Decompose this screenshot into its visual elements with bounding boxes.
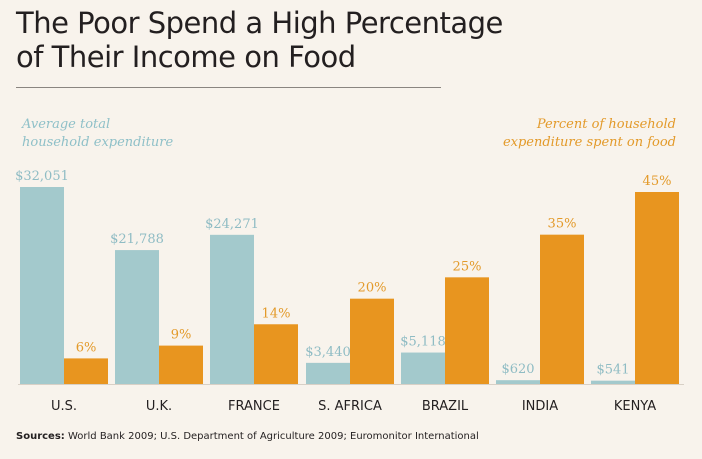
category-label-u-k: U.K. — [146, 399, 172, 414]
sources-note: Sources: World Bank 2009; U.S. Departmen… — [16, 431, 479, 442]
bar-food-u-k — [159, 345, 203, 384]
title-divider — [16, 87, 441, 88]
label-expenditure-kenya: $541 — [596, 363, 629, 378]
legend-expenditure: Average total household expenditure — [22, 116, 173, 152]
bar-expenditure-india — [496, 380, 540, 384]
bar-expenditure-brazil — [401, 352, 445, 384]
legend-food-line2: expenditure spent on food — [502, 135, 676, 150]
chart-title-line1: The Poor Spend a High Percentage — [16, 6, 503, 40]
label-food-kenya: 45% — [643, 174, 672, 189]
bar-expenditure-kenya — [591, 380, 635, 384]
category-label-france: FRANCE — [228, 399, 280, 414]
bar-food-u-s — [64, 358, 108, 384]
bar-food-s-africa — [350, 298, 394, 384]
legend-expenditure-line2: household expenditure — [22, 135, 174, 150]
label-food-u-k: 9% — [171, 328, 192, 343]
category-label-india: INDIA — [522, 399, 558, 414]
category-label-u-s: U.S. — [51, 399, 77, 414]
chart-title-line2: of Their Income on Food — [16, 40, 356, 74]
label-food-s-africa: 20% — [358, 281, 387, 296]
label-expenditure-s-africa: $3,440 — [305, 345, 351, 360]
label-expenditure-india: $620 — [501, 362, 534, 377]
bar-expenditure-u-s — [20, 187, 64, 384]
label-expenditure-u-s: $32,051 — [15, 169, 69, 184]
bar-food-kenya — [635, 192, 679, 384]
category-label-s-africa: S. AFRICA — [318, 399, 382, 414]
label-food-u-s: 6% — [76, 340, 97, 355]
bar-expenditure-france — [210, 234, 254, 384]
label-expenditure-france: $24,271 — [205, 217, 259, 232]
legend-expenditure-line1: Average total — [22, 117, 111, 132]
bar-food-india — [540, 234, 584, 384]
category-label-brazil: BRAZIL — [422, 399, 469, 414]
label-food-france: 14% — [262, 306, 291, 321]
bar-food-brazil — [445, 277, 489, 384]
label-expenditure-brazil: $5,118 — [400, 335, 446, 350]
label-expenditure-u-k: $21,788 — [110, 232, 164, 247]
label-food-india: 35% — [548, 217, 577, 232]
sources-label: Sources: — [16, 431, 65, 442]
chart-title: The Poor Spend a High Percentage of Thei… — [16, 6, 616, 74]
legend-food-line1: Percent of household — [536, 117, 676, 132]
bar-food-france — [254, 324, 298, 384]
label-food-brazil: 25% — [453, 259, 482, 274]
bar-expenditure-u-k — [115, 250, 159, 384]
sources-text: World Bank 2009; U.S. Department of Agri… — [67, 431, 479, 442]
legend-food: Percent of household expenditure spent o… — [503, 116, 676, 152]
bar-expenditure-s-africa — [306, 362, 350, 384]
category-label-kenya: KENYA — [614, 399, 656, 414]
